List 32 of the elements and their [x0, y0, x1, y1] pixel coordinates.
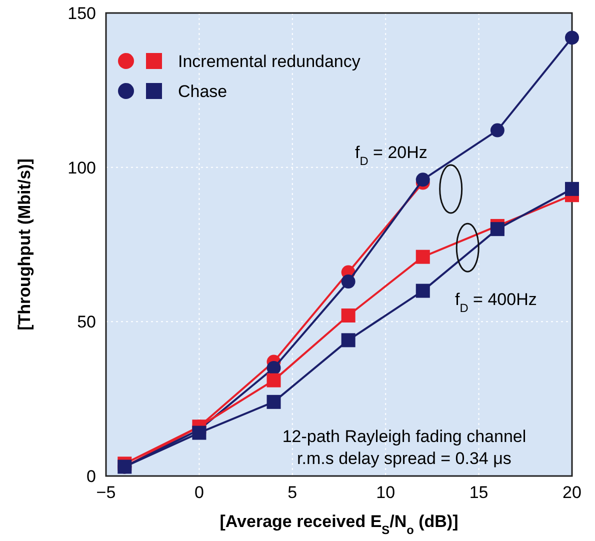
point: [341, 308, 356, 322]
point: [266, 360, 281, 375]
x-tick-label: 10: [376, 483, 396, 502]
x-tick-label: 15: [469, 483, 488, 502]
annotation: r.m.s delay spread = 0.34 μs: [297, 449, 512, 468]
point: [266, 394, 281, 409]
y-tick-label: 0: [86, 467, 96, 486]
legend-label: Incremental redundancy: [178, 52, 361, 71]
point: [266, 373, 281, 388]
y-tick-label: 100: [68, 158, 96, 178]
x-tick-label: −5: [96, 483, 116, 502]
point: [565, 182, 579, 196]
point: [490, 123, 504, 138]
annotation: f$_{D}$ = 20Hz: [355, 143, 428, 168]
point: [490, 222, 504, 236]
x-tick-label: 5: [288, 483, 298, 502]
legend-label: Chase: [178, 82, 228, 101]
annotation: f$_{D}$ = 400Hz: [455, 290, 537, 315]
x-tick-label: 20: [562, 483, 582, 502]
point: [416, 172, 430, 187]
annotation: 12-path Rayleigh fading channel: [282, 427, 526, 446]
x-tick-label: 0: [194, 483, 204, 502]
x-axis-title: [Average received E$_{S}$/N$_{o}$ (dB)]: [220, 512, 458, 537]
point: [192, 426, 206, 440]
point: [416, 250, 430, 264]
y-tick-label: 150: [68, 4, 96, 23]
point: [341, 333, 356, 348]
point: [416, 284, 430, 298]
point: [565, 30, 579, 45]
point: [341, 274, 356, 289]
y-axis-title: [Throughput (Mbit/s)]: [15, 158, 34, 330]
y-tick-label: 50: [77, 312, 96, 332]
